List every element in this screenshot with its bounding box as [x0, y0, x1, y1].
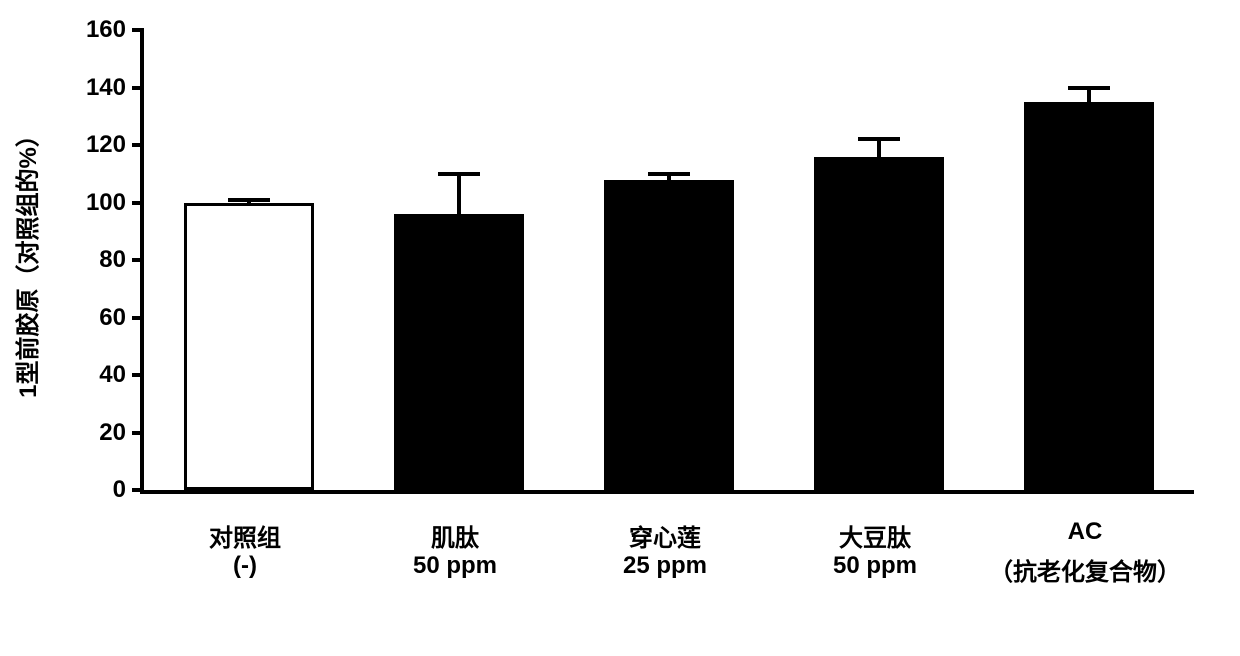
y-tick	[132, 28, 144, 32]
x-category-sublabel: (-)	[135, 552, 356, 580]
error-bar-cap	[438, 172, 480, 176]
y-tick-label: 60	[56, 304, 126, 332]
y-tick-label: 100	[56, 189, 126, 217]
x-category-sublabel: 25 ppm	[555, 552, 776, 580]
x-category-label: AC	[975, 518, 1196, 546]
y-tick-label: 20	[56, 419, 126, 447]
y-tick-label: 0	[56, 476, 126, 504]
y-tick	[132, 316, 144, 320]
x-category-sublabel: 50 ppm	[345, 552, 566, 580]
error-bar-cap	[228, 198, 270, 202]
x-category-label: 肌肽	[345, 518, 566, 553]
error-bar-stem	[877, 139, 881, 156]
x-category-label: 大豆肽	[765, 518, 986, 553]
y-tick-label: 140	[56, 74, 126, 102]
bar-chart: 1型前胶原（对照组的%） 020406080100120140160 对照组(-…	[0, 0, 1240, 656]
error-bar-stem	[457, 174, 461, 214]
error-bar-cap	[1068, 86, 1110, 90]
x-category-sublabel: （抗老化复合物）	[975, 552, 1196, 587]
bar	[1024, 102, 1154, 490]
bar	[814, 157, 944, 491]
error-bar-stem	[1087, 88, 1091, 102]
y-tick-label: 120	[56, 131, 126, 159]
plot-area: 020406080100120140160	[140, 30, 1194, 494]
x-category-label: 穿心莲	[555, 518, 776, 553]
y-tick-label: 40	[56, 361, 126, 389]
x-category-label: 对照组	[135, 518, 356, 553]
y-tick	[132, 258, 144, 262]
y-tick	[132, 143, 144, 147]
y-tick-label: 160	[56, 16, 126, 44]
bar	[184, 203, 314, 491]
y-axis-label: 1型前胶原（对照组的%）	[0, 30, 50, 490]
y-tick	[132, 86, 144, 90]
y-axis-label-text: 1型前胶原（对照组的%）	[8, 123, 43, 398]
y-tick	[132, 488, 144, 492]
error-bar-cap	[648, 172, 690, 176]
error-bar-cap	[858, 137, 900, 141]
bar	[604, 180, 734, 491]
y-tick-label: 80	[56, 246, 126, 274]
y-tick	[132, 431, 144, 435]
bar	[394, 214, 524, 490]
y-tick	[132, 201, 144, 205]
y-tick	[132, 373, 144, 377]
x-category-sublabel: 50 ppm	[765, 552, 986, 580]
